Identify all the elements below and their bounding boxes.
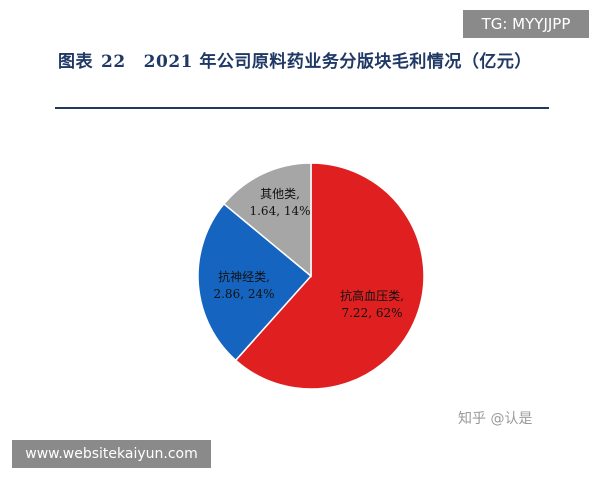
slice-other xyxy=(222,162,312,278)
slice-neurological xyxy=(197,202,313,362)
slice-other-label: 其他类, 1.64, 14% xyxy=(249,187,310,218)
zhihu-watermark: 知乎 @认是 xyxy=(458,411,533,427)
figure-title-text: 2021 年公司原料药业务分版块毛利情况（亿元） xyxy=(143,52,532,72)
tg-contact-tag: TG: MYYJJPP xyxy=(463,10,589,38)
slice-antihypertensive-label: 抗高血压类, 7.22, 62% xyxy=(340,288,404,320)
slice-antihypertensive xyxy=(234,162,425,390)
pie-slices xyxy=(197,162,425,390)
pie-labels: 抗高血压类, 7.22, 62% 抗神经类, 2.86, 24% 其他类, 1.64, 1… xyxy=(213,187,403,320)
title-divider xyxy=(55,107,549,109)
slice-neurological-label: 抗神经类, 2.86, 24% xyxy=(213,269,274,301)
figure-number: 22 xyxy=(101,52,126,72)
website-url-tag: www.websitekaiyun.com xyxy=(12,440,211,468)
chart-title: 图表 22 2021 年公司原料药业务分版块毛利情况（亿元） xyxy=(58,49,558,76)
figure-label: 图表 xyxy=(58,52,93,72)
